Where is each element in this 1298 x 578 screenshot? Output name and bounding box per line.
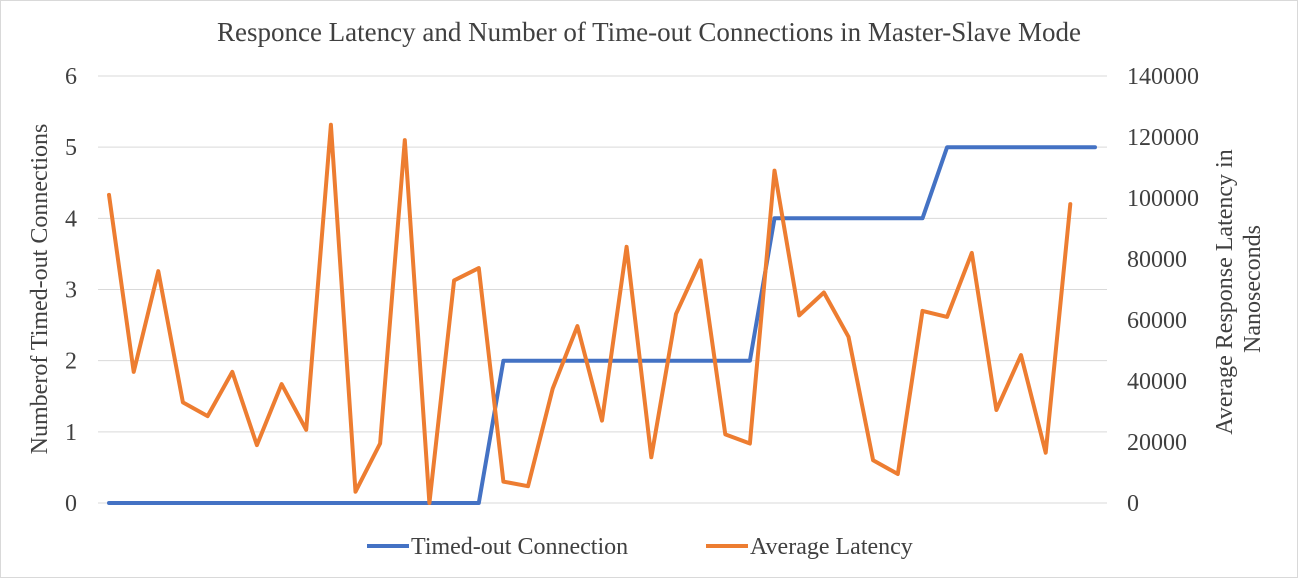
chart-title: Responce Latency and Number of Time-out … bbox=[217, 17, 1081, 47]
legend-label: Average Latency bbox=[750, 534, 913, 560]
right-tick-label: 140000 bbox=[1127, 64, 1199, 90]
series-layer bbox=[107, 122, 1097, 505]
right-tick-label: 120000 bbox=[1127, 125, 1199, 151]
left-tick-label: 0 bbox=[65, 491, 77, 517]
right-axis-ticks: 0 20000 40000 60000 80000 100000 120000 140000 bbox=[1127, 64, 1199, 517]
left-tick-label: 3 bbox=[65, 278, 77, 304]
left-tick-label: 4 bbox=[65, 206, 77, 232]
right-axis-title: Average Response Latency in Nanoseconds bbox=[1212, 143, 1266, 434]
left-tick-label: 2 bbox=[65, 349, 77, 375]
left-tick-label: 5 bbox=[65, 135, 77, 161]
legend: Timed-out Connection Average Latency bbox=[367, 534, 913, 560]
left-tick-label: 6 bbox=[65, 64, 77, 90]
right-axis-title-line-2: Nanoseconds bbox=[1240, 225, 1266, 353]
left-tick-label: 1 bbox=[65, 420, 77, 446]
right-tick-label: 100000 bbox=[1127, 186, 1199, 212]
right-tick-label: 40000 bbox=[1127, 369, 1187, 395]
right-tick-label: 0 bbox=[1127, 491, 1139, 517]
right-tick-label: 60000 bbox=[1127, 308, 1187, 334]
series-line-timed-out-connection bbox=[107, 145, 1097, 505]
left-axis-ticks: 0 1 2 3 4 5 6 bbox=[65, 64, 77, 517]
series-line-average-latency bbox=[107, 122, 1073, 505]
left-axis-title: Numberof Timed-out Connections bbox=[27, 124, 53, 455]
legend-label: Timed-out Connection bbox=[411, 534, 628, 560]
right-tick-label: 80000 bbox=[1127, 247, 1187, 273]
right-tick-label: 20000 bbox=[1127, 430, 1187, 456]
right-axis-title-line-1: Average Response Latency in bbox=[1212, 149, 1238, 434]
